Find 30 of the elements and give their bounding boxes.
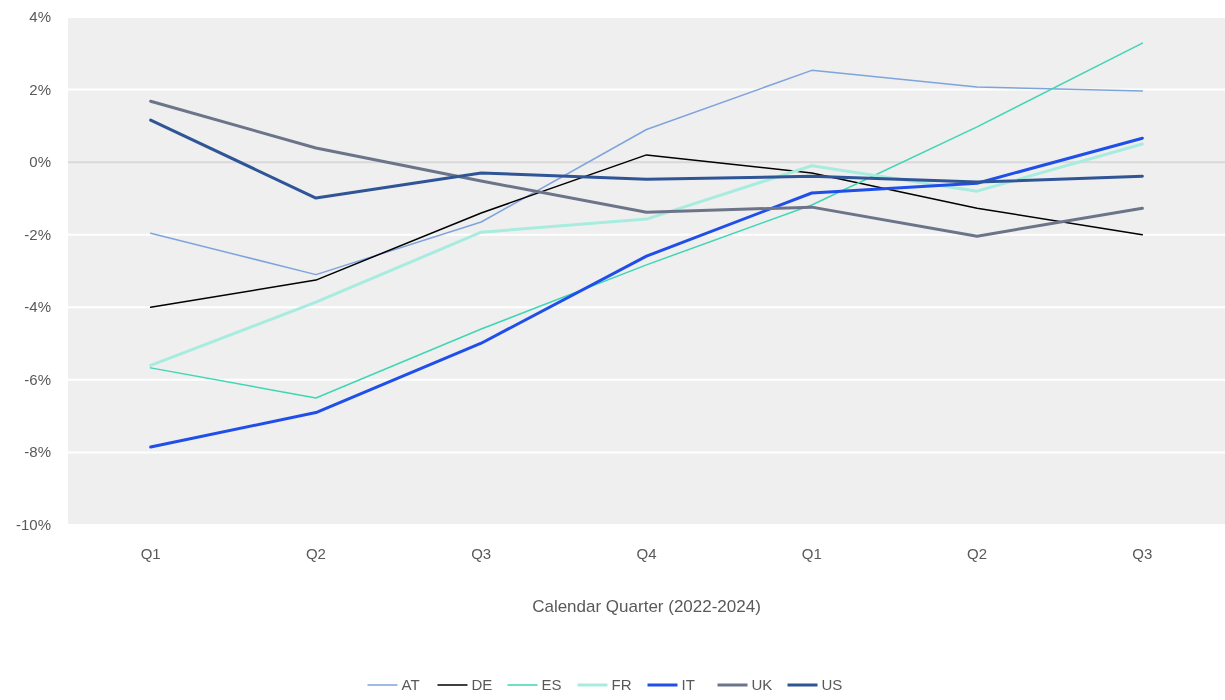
legend-label: UK: [751, 676, 773, 693]
y-tick-label: 0%: [29, 153, 51, 171]
y-tick-label: -6%: [24, 370, 51, 388]
legend-label: IT: [681, 676, 695, 693]
line-series: [149, 154, 1144, 309]
y-tick-label: -8%: [24, 443, 51, 461]
legend-label: DE: [471, 676, 493, 693]
y-tick-label: 2%: [29, 80, 51, 98]
x-tick-label: Q3: [471, 545, 492, 562]
x-tick-label: Q2: [967, 545, 988, 562]
line-series: [149, 99, 1144, 238]
x-tick-label: Q3: [1132, 545, 1153, 562]
y-tick-label: 4%: [29, 8, 51, 25]
x-tick-label: Q1: [140, 545, 161, 562]
x-tick-label: Q2: [305, 545, 326, 562]
y-tick-label: -10%: [15, 516, 51, 533]
y-tick-label: -4%: [24, 298, 51, 316]
legend-label: US: [821, 676, 843, 693]
legend-label: FR: [611, 676, 632, 693]
line-series: [149, 136, 1144, 449]
line-series: [149, 118, 1144, 200]
legend-label: AT: [401, 676, 420, 693]
line-series: [149, 69, 1144, 276]
line-series: [149, 42, 1144, 399]
x-axis-title: Calendar Quarter (2022-2024): [532, 597, 761, 616]
line-series: [149, 142, 1144, 367]
x-tick-label: Q1: [801, 545, 822, 562]
y-tick-label: -2%: [24, 225, 51, 243]
x-tick-label: Q4: [636, 545, 657, 562]
legend-label: ES: [541, 676, 562, 693]
